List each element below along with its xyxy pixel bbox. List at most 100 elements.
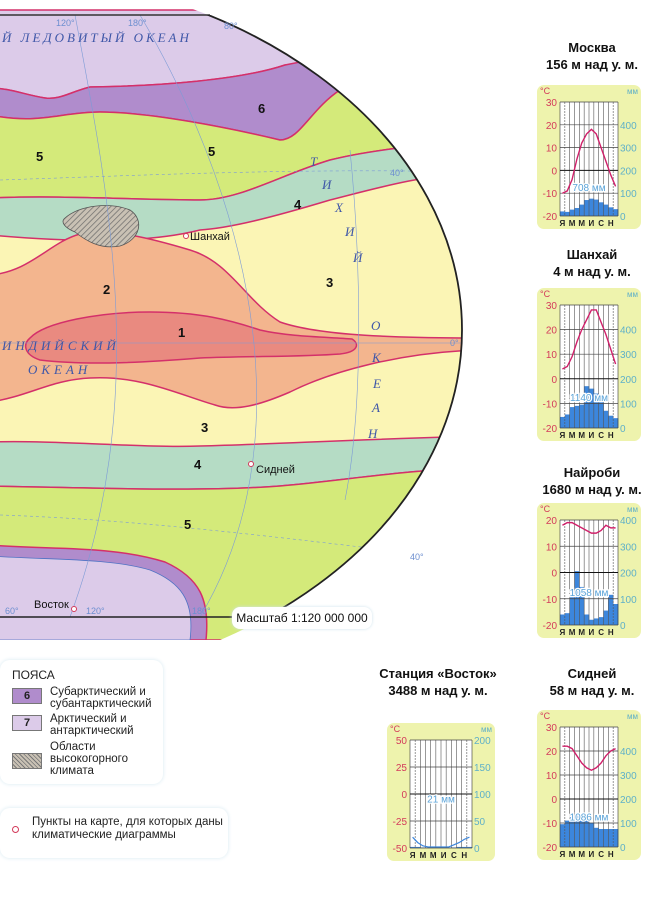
precip-bar: [613, 829, 619, 847]
temperature-line: [562, 309, 617, 370]
zone-number: 3: [326, 275, 333, 290]
precip-unit-label: мм: [627, 87, 638, 96]
precip-bar: [574, 405, 580, 428]
graticule-label: 40°: [410, 552, 424, 562]
zone-number: 1: [178, 325, 185, 340]
precip-bar: [579, 404, 585, 428]
precip-bar: [608, 594, 614, 625]
legend-label: Арктический и: [50, 713, 127, 725]
parallel-40n: [0, 170, 462, 181]
temp-tick-label: -10: [543, 399, 558, 410]
month-label: И: [589, 431, 595, 440]
temp-tick-label: 0: [551, 375, 557, 386]
month-label: И: [589, 850, 595, 859]
pacific-letter: О: [371, 318, 384, 333]
temp-tick-label: 10: [546, 350, 558, 361]
station-name: Станция «Восток»: [379, 666, 497, 681]
precip-bar: [560, 824, 566, 847]
precip-tick-label: 400: [620, 121, 637, 132]
month-label: Я: [560, 850, 566, 859]
month-label: И: [589, 219, 595, 228]
month-label: М: [578, 219, 585, 228]
precip-bar: [593, 827, 599, 847]
precip-bar: [613, 209, 619, 216]
legend-item-arctic: 7 Арктический и антарктический: [12, 713, 134, 737]
map-scale: Масштаб 1:120 000 000: [232, 607, 372, 629]
temp-tick-label: -20: [543, 621, 558, 632]
precip-bar: [603, 610, 609, 625]
month-label: М: [569, 628, 576, 637]
precip-total-label: 708 мм: [572, 183, 605, 194]
climate-zones-map: Й ЛЕДОВИТЫЙ ОКЕАН ИНДИЙСКИЙ ОКЕАН Т И Х …: [0, 9, 463, 640]
zone-7-south: [0, 555, 192, 640]
zone-number: 2: [103, 282, 110, 297]
precip-tick-label: 400: [620, 326, 637, 337]
sydney-marker[interactable]: [248, 461, 254, 467]
precip-bar: [608, 415, 614, 428]
precip-bar: [603, 410, 609, 428]
vostok-marker[interactable]: [71, 606, 77, 612]
shanghai-marker[interactable]: [183, 233, 189, 239]
precip-tick-label: 300: [620, 542, 637, 553]
precip-bar: [593, 199, 599, 216]
legend-item-highland: Области высокогорного климата: [12, 741, 128, 777]
city-vostok: Восток: [34, 599, 69, 611]
hatch-swatch-icon: [12, 753, 42, 769]
precip-bar: [593, 393, 599, 428]
graticule-label: 180°: [128, 18, 147, 28]
precip-bar: [560, 416, 566, 428]
temp-unit-label: °C: [540, 86, 551, 96]
precip-tick-label: 200: [474, 736, 491, 747]
temperature-line: [562, 128, 617, 194]
precip-bar: [560, 211, 566, 216]
temp-tick-label: 10: [546, 542, 558, 553]
map-outline: [205, 15, 463, 617]
precip-bar: [598, 829, 604, 847]
legend-label: климатические диаграммы: [32, 829, 176, 841]
precip-total-label: 1086 мм: [570, 813, 609, 824]
chart-title-vostok: Станция «Восток» 3488 м над у. м.: [368, 665, 508, 699]
zone-number: 4: [194, 457, 202, 472]
precip-tick-label: 100: [620, 819, 637, 830]
precip-bar: [589, 619, 595, 625]
temp-unit-label: °C: [540, 289, 551, 299]
station-elevation: 156 м над у. м.: [545, 57, 638, 72]
precip-tick-label: 200: [620, 166, 637, 177]
legend-label: Субарктический и: [50, 686, 146, 698]
legend-swatch: 7: [12, 715, 42, 731]
temp-tick-label: -20: [543, 424, 558, 435]
graticule-label: 180°: [192, 606, 211, 616]
zone-number: 5: [36, 149, 43, 164]
chart-title-nairobi: Найроби 1680 м над у. м.: [522, 464, 658, 498]
month-label: С: [598, 628, 604, 637]
precip-unit-label: мм: [627, 712, 638, 721]
month-label: С: [451, 851, 457, 860]
legend-label: антарктический: [50, 725, 134, 737]
precip-tick-label: 200: [620, 375, 637, 386]
precip-tick-label: 150: [474, 763, 491, 774]
legend-label: субантарктический: [50, 698, 152, 710]
temp-tick-label: 0: [401, 790, 407, 801]
temp-tick-label: -20: [543, 843, 558, 854]
chart-line: [412, 836, 470, 848]
precip-tick-label: 100: [474, 790, 491, 801]
precip-tick-label: 300: [620, 350, 637, 361]
temp-tick-label: -10: [543, 819, 558, 830]
city-sydney: Сидней: [256, 464, 295, 476]
zone-number: 4: [294, 197, 302, 212]
meridian-180: [139, 14, 257, 618]
arctic-ocean-label: Й ЛЕДОВИТЫЙ ОКЕАН: [1, 30, 192, 45]
graticule-label: 120°: [56, 18, 75, 28]
station-elevation: 4 м над у. м.: [553, 264, 631, 279]
zone-number: 3: [201, 420, 208, 435]
temp-tick-label: 20: [546, 121, 558, 132]
chart-title-moscow: Москва 156 м над у. м.: [522, 39, 658, 73]
meridian-east: [344, 149, 360, 501]
precip-unit-label: мм: [627, 290, 638, 299]
precip-bar: [593, 618, 599, 625]
pacific-letter: Н: [367, 426, 381, 441]
precip-tick-label: 0: [474, 844, 480, 855]
